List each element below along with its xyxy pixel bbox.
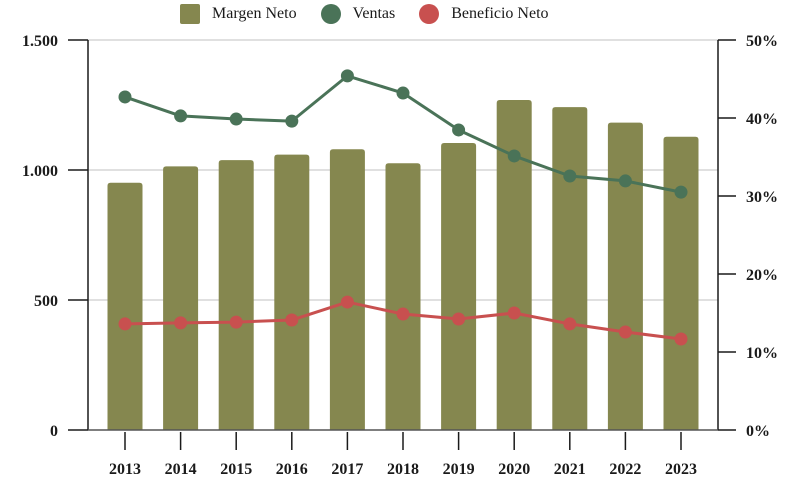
- left-axis-tick-label: 500: [34, 293, 58, 310]
- point-beneficio-neto: [174, 316, 188, 330]
- point-beneficio-neto: [229, 315, 243, 329]
- x-axis-tick-label: 2014: [165, 461, 197, 478]
- x-axis-tick-label: 2023: [665, 461, 697, 478]
- bar-margen-neto: [663, 136, 699, 430]
- legend-label: Beneficio Neto: [451, 5, 549, 22]
- bar-margen-neto: [163, 166, 199, 431]
- left-axis-tick-label: 1.000: [22, 163, 58, 180]
- bar-margen-neto: [607, 122, 643, 431]
- point-beneficio-neto: [340, 295, 354, 309]
- legend-square-icon: [180, 4, 200, 24]
- point-beneficio-neto: [452, 312, 466, 326]
- point-ventas: [285, 114, 299, 128]
- x-axis-tick-label: 2021: [554, 461, 586, 478]
- point-ventas: [618, 174, 632, 188]
- point-beneficio-neto: [563, 317, 577, 331]
- bar-margen-neto: [441, 142, 477, 430]
- point-ventas: [340, 69, 354, 83]
- x-axis-tick-label: 2016: [276, 461, 308, 478]
- bar-margen-neto: [107, 182, 143, 430]
- legend-item-ventas[interactable]: Ventas: [320, 4, 396, 24]
- x-axis-tick-label: 2013: [109, 461, 141, 478]
- x-axis-tick-label: 2017: [331, 461, 363, 478]
- bar-margen-neto: [496, 100, 532, 430]
- bar-margen-neto: [329, 149, 365, 430]
- point-beneficio-neto: [674, 332, 688, 346]
- bar-margen-neto: [274, 154, 310, 430]
- point-ventas: [563, 169, 577, 183]
- x-axis-tick-label: 2015: [220, 461, 252, 478]
- legend-label: Ventas: [352, 5, 396, 22]
- right-axis-tick-label: 50%: [746, 33, 778, 50]
- legend-circle-icon: [320, 4, 341, 24]
- legend-item-margen-neto[interactable]: Margen Neto: [180, 4, 297, 24]
- point-beneficio-neto: [396, 307, 410, 321]
- point-ventas: [452, 123, 466, 137]
- point-ventas: [174, 109, 188, 123]
- legend-item-beneficio-neto[interactable]: Beneficio Neto: [419, 4, 549, 24]
- point-ventas: [229, 112, 243, 126]
- right-axis-tick-label: 20%: [746, 267, 778, 284]
- left-axis-tick-label: 0: [50, 423, 58, 440]
- x-axis-tick-label: 2020: [498, 461, 530, 478]
- legend-label: Margen Neto: [212, 5, 297, 22]
- right-axis-tick-label: 40%: [746, 111, 778, 128]
- chart-legend: Margen Neto Ventas Beneficio Neto: [180, 3, 573, 25]
- x-axis-tick-label: 2018: [387, 461, 419, 478]
- point-ventas: [118, 90, 132, 104]
- point-ventas: [396, 86, 410, 100]
- point-beneficio-neto: [285, 313, 299, 327]
- left-axis-tick-label: 1.500: [22, 33, 58, 50]
- right-axis-tick-label: 30%: [746, 189, 778, 206]
- point-beneficio-neto: [118, 317, 132, 331]
- bar-margen-neto: [218, 160, 254, 430]
- point-ventas: [674, 185, 688, 199]
- legend-circle-icon: [419, 4, 440, 24]
- right-axis-tick-label: 0%: [746, 423, 770, 440]
- right-axis-tick-label: 10%: [746, 345, 778, 362]
- x-axis-tick-label: 2019: [443, 461, 475, 478]
- x-axis-tick-label: 2022: [609, 461, 641, 478]
- bar-margen-neto: [385, 163, 421, 431]
- point-beneficio-neto: [618, 325, 632, 339]
- point-beneficio-neto: [507, 306, 521, 320]
- bar-margen-neto: [552, 107, 588, 430]
- point-ventas: [507, 149, 521, 163]
